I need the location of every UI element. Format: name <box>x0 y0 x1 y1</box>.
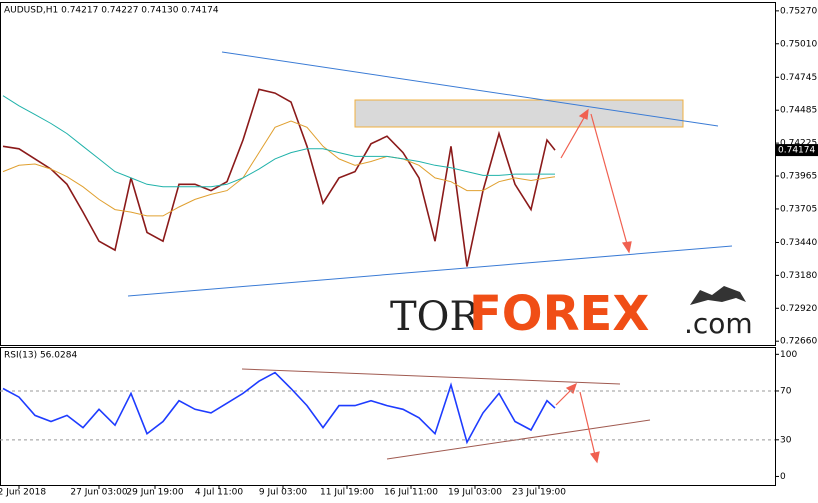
series-line <box>2 95 555 188</box>
y-tick-label: 0.74225 <box>780 139 817 149</box>
x-tick-label: 9 Jul 03:00 <box>259 488 308 498</box>
series-line <box>2 371 556 445</box>
y-tick-label: 0 <box>780 472 786 482</box>
series-line <box>2 120 556 217</box>
y-tick-label: 0.74485 <box>780 106 817 116</box>
resistance-zone <box>354 99 684 128</box>
y-tick-label: 30 <box>780 435 792 445</box>
last-price-label: 0.74174 <box>778 146 815 156</box>
x-tick-label: 27 Jun 03:00 <box>70 488 127 498</box>
price-pane <box>0 2 776 346</box>
y-tick-label: 0.75270 <box>780 6 817 16</box>
last-price-box <box>776 144 818 157</box>
chart-title: AUDUSD,H1 0.74217 0.74227 0.74130 0.7417… <box>4 6 219 16</box>
trend-line <box>127 245 733 297</box>
y-tick-label: 0.73705 <box>780 204 817 214</box>
y-tick-label: 0.72660 <box>780 337 817 347</box>
y-tick-label: 0.73965 <box>780 172 817 182</box>
x-tick-label: 16 Jul 11:00 <box>384 488 438 498</box>
x-tick-label: 19 Jul 03:00 <box>448 488 502 498</box>
y-tick-label: 0.73180 <box>780 271 817 281</box>
y-tick-label: 0.72920 <box>780 304 817 314</box>
rsi-title: RSI(13) 56.0284 <box>4 351 77 361</box>
trend-line <box>221 51 719 127</box>
y-tick-label: 0.74745 <box>780 73 817 83</box>
logo-text: .com <box>684 307 753 340</box>
rsi-trend-line <box>241 368 621 385</box>
rsi-pane <box>0 347 776 486</box>
x-tick-label: 29 Jun 19:00 <box>126 488 183 498</box>
x-tick-label: 22 Jun 2018 <box>0 488 46 498</box>
y-tick-label: 0.75010 <box>780 39 817 49</box>
y-tick-label: 0.73440 <box>780 238 817 248</box>
x-tick-label: 4 Jul 11:00 <box>195 488 244 498</box>
series-line <box>2 88 556 267</box>
x-tick-label: 11 Jul 19:00 <box>320 488 374 498</box>
logo-bull <box>690 286 746 305</box>
logo-text: FOREX <box>469 286 649 342</box>
y-tick-label: 100 <box>780 350 797 360</box>
forecast-arrows <box>555 108 632 464</box>
x-tick-label: 23 Jul 19:00 <box>512 488 566 498</box>
y-tick-label: 70 <box>780 386 792 396</box>
logo-text: TOR <box>390 294 481 340</box>
